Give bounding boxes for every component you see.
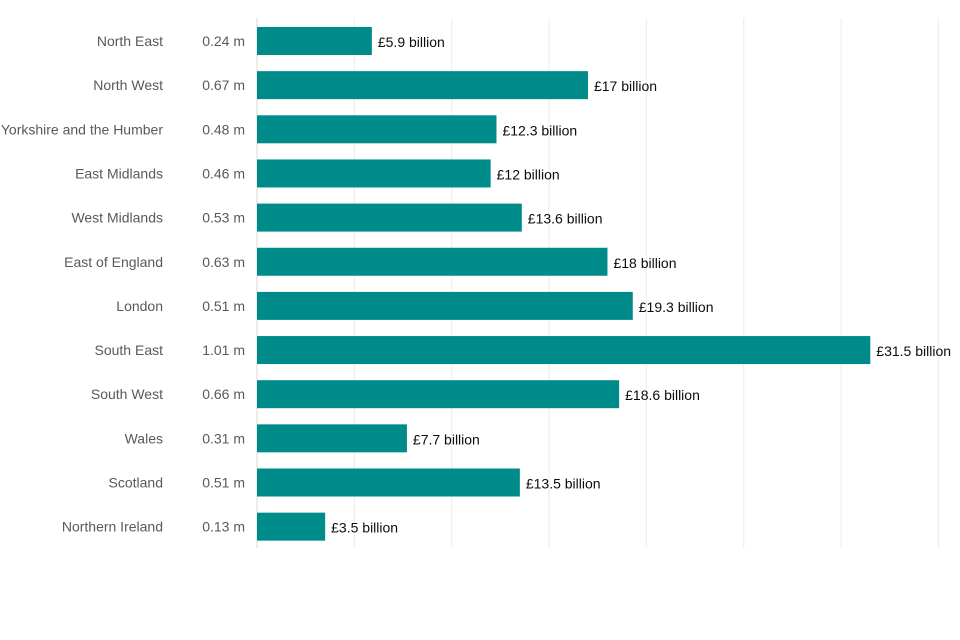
value-label: £13.6 billion bbox=[528, 211, 603, 227]
bar bbox=[257, 159, 491, 188]
region-label: North East bbox=[97, 33, 163, 49]
region-label: Scotland bbox=[109, 475, 163, 491]
count-label: 0.13 m bbox=[202, 519, 245, 535]
region-label: East Midlands bbox=[75, 165, 163, 181]
count-label: 0.24 m bbox=[202, 33, 245, 49]
region-label: Wales bbox=[125, 430, 163, 446]
count-label: 0.48 m bbox=[202, 121, 245, 137]
gridlines bbox=[256, 18, 939, 548]
count-label: 0.51 m bbox=[202, 475, 245, 491]
region-label: Northern Ireland bbox=[62, 519, 163, 535]
region-label: South West bbox=[91, 386, 163, 402]
bar bbox=[257, 380, 620, 409]
bar bbox=[257, 424, 407, 453]
bar bbox=[257, 203, 522, 232]
region-label: East of England bbox=[64, 254, 163, 270]
bar bbox=[257, 27, 372, 55]
region-label: South East bbox=[95, 342, 164, 358]
bars bbox=[257, 27, 871, 541]
value-label: £12 billion bbox=[497, 166, 560, 182]
bar bbox=[257, 115, 497, 144]
count-label: 0.31 m bbox=[202, 430, 245, 446]
region-label: London bbox=[116, 298, 163, 314]
value-label: £31.5 billion bbox=[876, 343, 951, 359]
bar bbox=[257, 291, 633, 320]
count-label: 0.46 m bbox=[202, 165, 245, 181]
value-label: £18 billion bbox=[613, 255, 676, 271]
count-label: 0.53 m bbox=[202, 210, 245, 226]
labels: North East 0.24 m £5.9 billion North West 0.… bbox=[1, 33, 951, 536]
bar bbox=[257, 512, 326, 541]
bar bbox=[257, 336, 871, 365]
count-label: 0.51 m bbox=[202, 298, 245, 314]
count-label: 0.67 m bbox=[202, 77, 245, 93]
bar bbox=[257, 468, 520, 497]
count-label: 0.63 m bbox=[202, 254, 245, 270]
region-label: West Midlands bbox=[71, 210, 163, 226]
bar bbox=[257, 247, 608, 276]
count-label: 1.01 m bbox=[202, 342, 245, 358]
bar bbox=[257, 71, 588, 100]
region-label: North West bbox=[93, 77, 163, 93]
region-label: Yorkshire and the Humber bbox=[1, 121, 163, 137]
value-label: £17 billion bbox=[594, 78, 657, 94]
value-label: £3.5 billion bbox=[331, 520, 398, 536]
value-label: £18.6 billion bbox=[625, 387, 700, 403]
value-label: £13.5 billion bbox=[526, 476, 601, 492]
value-label: £7.7 billion bbox=[413, 431, 480, 447]
count-label: 0.66 m bbox=[202, 386, 245, 402]
value-label: £12.3 billion bbox=[502, 122, 577, 138]
value-label: £5.9 billion bbox=[378, 34, 445, 50]
value-label: £19.3 billion bbox=[639, 299, 714, 315]
